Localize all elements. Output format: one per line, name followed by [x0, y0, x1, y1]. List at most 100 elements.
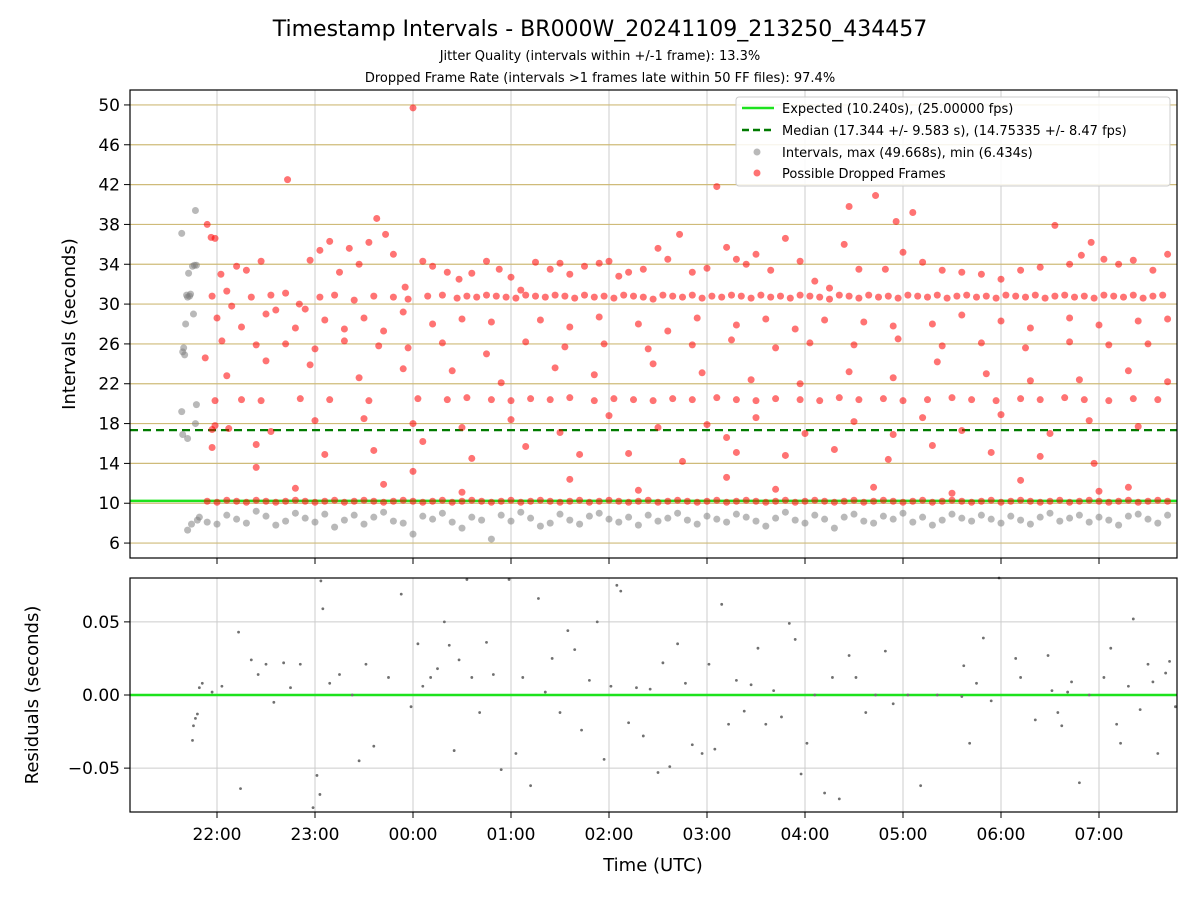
residual-point	[573, 648, 577, 652]
dropped-frame-point	[468, 454, 476, 462]
residual-point	[883, 649, 887, 653]
dropped-frame-point	[894, 335, 902, 343]
interval-point	[693, 520, 701, 528]
interval-point	[860, 517, 868, 525]
dropped-frame-point	[747, 294, 755, 302]
residual-point	[1019, 676, 1022, 679]
residual-point	[919, 784, 923, 788]
dropped-frame-point	[1066, 314, 1074, 322]
dropped-frame-point	[522, 291, 530, 299]
dropped-frame-point	[1036, 396, 1044, 404]
dropped-frame-point	[791, 498, 799, 506]
dropped-frame-point	[634, 320, 642, 328]
dropped-frame-point	[546, 396, 554, 404]
legend-dropped-label: Possible Dropped Frames	[782, 167, 946, 182]
interval-point	[889, 515, 897, 523]
interval-point	[182, 320, 190, 328]
dropped-frame-point	[1144, 497, 1152, 505]
residual-point	[837, 797, 841, 801]
dropped-frame-point	[728, 291, 735, 299]
interval-point	[644, 511, 652, 519]
dropped-frame-point	[1071, 293, 1078, 301]
dropped-frame-point	[752, 397, 760, 405]
dropped-frame-point	[928, 320, 936, 328]
dropped-frame-point	[463, 394, 471, 402]
dropped-frame-point	[585, 498, 593, 506]
residual-point	[1109, 646, 1113, 650]
residual-point	[558, 711, 562, 714]
interval-point	[468, 513, 476, 521]
residual-point	[713, 747, 717, 751]
dropped-frame-point	[615, 497, 623, 505]
interval-point	[811, 511, 819, 519]
interval-point	[664, 514, 672, 522]
dropped-frame-point	[669, 395, 677, 403]
dropped-frame-point	[688, 291, 696, 299]
dropped-frame-point	[458, 315, 466, 323]
residual-point	[787, 621, 791, 625]
y-axis-label-residuals: Residuals (seconds)	[22, 606, 43, 785]
dropped-frame-point	[517, 498, 525, 506]
dropped-frame-point	[644, 496, 652, 504]
interval-point	[185, 269, 193, 277]
residual-point	[196, 712, 199, 716]
dropped-frame-point	[762, 498, 770, 506]
residual-point	[615, 583, 619, 587]
dropped-frame-point	[772, 395, 780, 403]
dropped-frame-point	[683, 497, 691, 505]
dropped-frame-point	[1124, 496, 1132, 504]
dropped-frame-point	[340, 325, 348, 333]
dropped-frame-point	[1100, 255, 1108, 263]
dropped-frame-point	[987, 448, 995, 456]
residual-point	[619, 589, 623, 593]
dropped-frame-point	[664, 327, 672, 335]
dropped-frame-point	[438, 339, 446, 347]
residual-point	[457, 658, 461, 662]
interval-point	[938, 516, 946, 524]
dropped-frame-point	[1115, 497, 1123, 505]
dropped-frame-point	[884, 455, 892, 463]
residual-point	[981, 636, 985, 640]
dropped-frame-point	[625, 449, 633, 457]
dropped-frame-point	[610, 395, 618, 403]
bottom-panel-points	[191, 576, 1177, 810]
dropped-frame-point	[532, 258, 539, 266]
residual-point	[813, 693, 817, 697]
interval-point	[192, 261, 200, 269]
residual-point	[521, 676, 525, 679]
dropped-frame-point	[455, 275, 463, 283]
interval-point	[438, 509, 446, 517]
dropped-frame-point	[1075, 376, 1083, 384]
dropped-frame-point	[889, 374, 897, 382]
dropped-frame-point	[1095, 321, 1103, 329]
dropped-frame-point	[855, 396, 863, 404]
dropped-frame-point	[679, 457, 686, 465]
dropped-frame-point	[625, 498, 633, 506]
dropped-frame-point	[977, 339, 985, 347]
dropped-frame-point	[742, 260, 750, 268]
dropped-frame-point	[625, 268, 633, 276]
dropped-frame-point	[1129, 291, 1137, 299]
dropped-frame-point	[1022, 344, 1029, 352]
dropped-frame-point	[311, 417, 319, 425]
dropped-frame-point	[953, 292, 961, 300]
dropped-frame-point	[556, 498, 564, 506]
interval-point	[181, 351, 189, 359]
dropped-frame-point	[924, 396, 931, 404]
dropped-frame-point	[326, 396, 334, 404]
residual-point	[1119, 741, 1122, 745]
residual-point	[1087, 693, 1091, 697]
dropped-frame-point	[419, 437, 427, 445]
dropped-frame-point	[1149, 292, 1157, 300]
dropped-frame-point	[772, 497, 780, 505]
residual-point	[485, 640, 488, 644]
interval-point	[997, 519, 1005, 527]
dropped-frame-point	[458, 497, 466, 505]
dropped-frame-point	[566, 394, 574, 402]
dropped-frame-point	[1105, 341, 1113, 349]
dropped-frame-point	[600, 292, 608, 300]
interval-point	[1144, 515, 1152, 523]
residual-point	[272, 700, 276, 704]
dropped-frame-point	[1036, 263, 1044, 271]
residual-point	[192, 724, 195, 728]
